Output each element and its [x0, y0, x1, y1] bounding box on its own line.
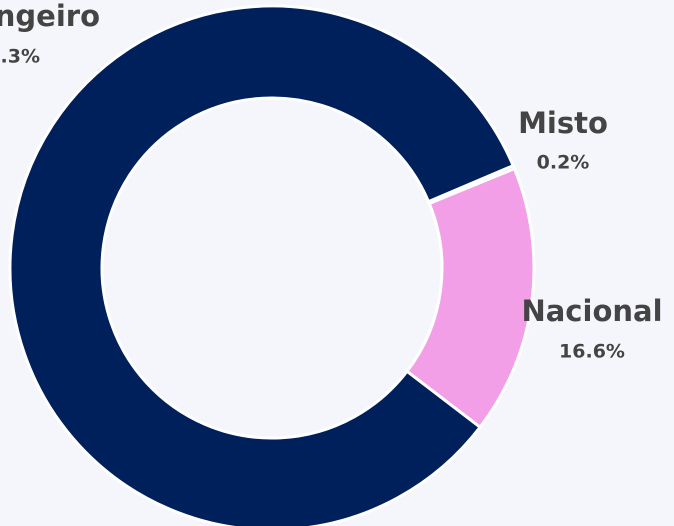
slice-value-label: 16.6% [559, 341, 625, 363]
donut-slice [8, 4, 516, 526]
slice-label: Estrangeiro [0, 0, 100, 33]
slice-value-label: 0.2% [537, 152, 590, 174]
slice-label: Misto [518, 106, 608, 140]
slice-label: Nacional [521, 294, 662, 328]
slice-value-label: 83.3% [0, 46, 40, 68]
